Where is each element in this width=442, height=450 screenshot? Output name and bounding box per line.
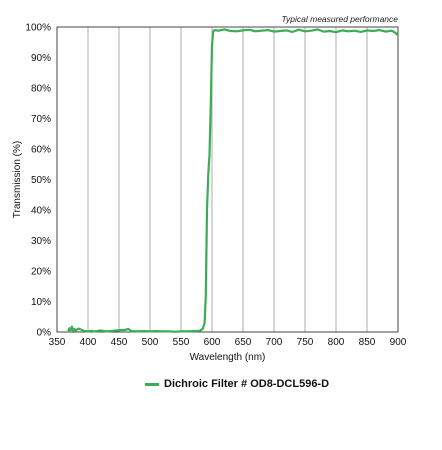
x-tick-label: 800: [328, 337, 345, 348]
x-tick-label: 750: [297, 337, 314, 348]
grid-layer: [87, 27, 368, 332]
legend-label: Dichroic Filter # OD8-DCL596-D: [164, 378, 330, 390]
x-axis-title: Wavelength (nm): [190, 352, 266, 363]
legend-swatch: [145, 382, 159, 386]
x-tick-label: 900: [390, 337, 407, 348]
y-ticks: 0% 10% 20% 30% 40% 50% 60% 70% 80% 90% 100%: [25, 23, 51, 339]
y-tick-label: 50%: [31, 175, 51, 186]
chart-legend: Dichroic Filter # OD8-DCL596-D: [145, 378, 329, 390]
y-tick-label: 80%: [31, 84, 51, 95]
x-tick-label: 700: [266, 337, 283, 348]
x-tick-label: 400: [80, 337, 97, 348]
x-tick-label: 500: [142, 337, 159, 348]
y-tick-label: 20%: [31, 267, 51, 278]
x-tick-label: 550: [173, 337, 190, 348]
x-ticks: 350 400 450 500 550 600 650 700 750 800 850 900: [49, 337, 407, 348]
x-tick-label: 600: [204, 337, 221, 348]
y-tick-label: 90%: [31, 53, 51, 64]
x-tick-label: 650: [235, 337, 252, 348]
y-tick-label: 100%: [25, 23, 51, 34]
chart-note: Typical measured performance: [281, 14, 398, 24]
y-tick-label: 10%: [31, 297, 51, 308]
series-layer: [67, 28, 399, 333]
x-tick-label: 450: [111, 337, 128, 348]
y-tick-label: 60%: [31, 145, 51, 156]
series-line-0: [67, 28, 399, 333]
x-tick-label: 350: [49, 337, 66, 348]
y-axis-title: Transmission (%): [12, 141, 23, 218]
plot-frame: [56, 26, 399, 333]
y-tick-label: 30%: [31, 236, 51, 247]
x-tick-label: 850: [359, 337, 376, 348]
y-tick-label: 0%: [37, 328, 52, 339]
y-tick-label: 40%: [31, 206, 51, 217]
y-tick-label: 70%: [31, 114, 51, 125]
